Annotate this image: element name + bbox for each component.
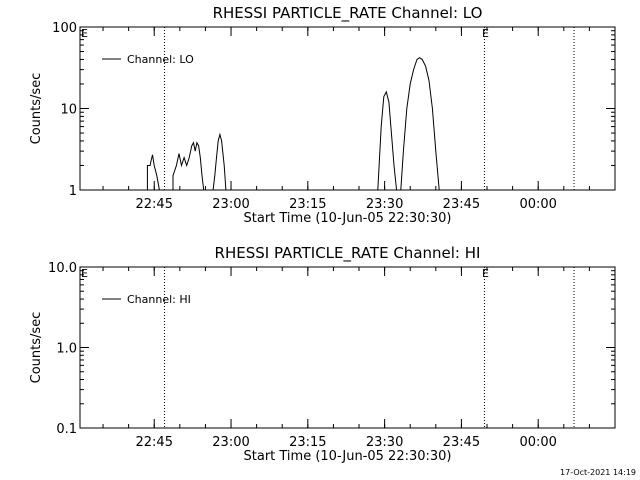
x-axis-label: Start Time (10-Jun-05 22:30:30) bbox=[244, 211, 452, 226]
x-tick-label: 22:45 bbox=[136, 197, 173, 212]
series-line bbox=[377, 90, 398, 191]
series-line bbox=[212, 132, 227, 191]
x-tick-label: 23:15 bbox=[289, 197, 326, 212]
plot-frame bbox=[79, 26, 616, 191]
y-tick-label: 1.0 bbox=[56, 342, 77, 357]
y-tick-label: 10 bbox=[60, 103, 77, 118]
legend-label: Channel: HI bbox=[127, 293, 191, 306]
y-tick-label: 100 bbox=[52, 21, 77, 36]
y-tick-label: 1 bbox=[69, 184, 77, 199]
y-axis-label: Counts/sec bbox=[29, 73, 44, 145]
series-line bbox=[146, 154, 160, 191]
x-tick-label: 00:00 bbox=[519, 435, 556, 450]
x-tick-label: 23:00 bbox=[212, 197, 249, 212]
x-tick-label: 23:15 bbox=[289, 435, 326, 450]
panel-hi: RHESSI PARTICLE_RATE Channel: HI 22:45 23:… bbox=[29, 244, 616, 464]
series-line bbox=[400, 57, 440, 191]
x-tick-label: 00:00 bbox=[519, 197, 556, 212]
y-axis-label: Counts/sec bbox=[29, 312, 44, 384]
edge-marker-label: E bbox=[81, 27, 88, 40]
event-marker-label: E bbox=[482, 267, 489, 280]
x-tick-label: 22:45 bbox=[136, 435, 173, 450]
chart-title: RHESSI PARTICLE_RATE Channel: HI bbox=[215, 244, 481, 263]
x-tick-label: 23:45 bbox=[443, 197, 480, 212]
panel-lo: RHESSI PARTICLE_RATE Channel: LO 22:45 23:… bbox=[29, 4, 616, 226]
series-line bbox=[172, 141, 205, 191]
x-tick-label: 23:30 bbox=[366, 197, 403, 212]
footer-timestamp: 17-Oct-2021 14:19 bbox=[560, 468, 636, 477]
plot-frame bbox=[79, 266, 616, 429]
x-tick-label: 23:30 bbox=[366, 435, 403, 450]
event-marker-label: E bbox=[482, 27, 489, 40]
x-tick-label: 23:45 bbox=[443, 435, 480, 450]
edge-marker-label: E bbox=[81, 267, 88, 280]
y-tick-label: 0.1 bbox=[56, 422, 77, 437]
legend-label: Channel: LO bbox=[127, 53, 194, 66]
y-tick-label: 10.0 bbox=[48, 261, 77, 276]
x-tick-label: 23:00 bbox=[212, 435, 249, 450]
x-axis-label: Start Time (10-Jun-05 22:30:30) bbox=[244, 449, 452, 464]
chart-title: RHESSI PARTICLE_RATE Channel: LO bbox=[213, 4, 483, 23]
